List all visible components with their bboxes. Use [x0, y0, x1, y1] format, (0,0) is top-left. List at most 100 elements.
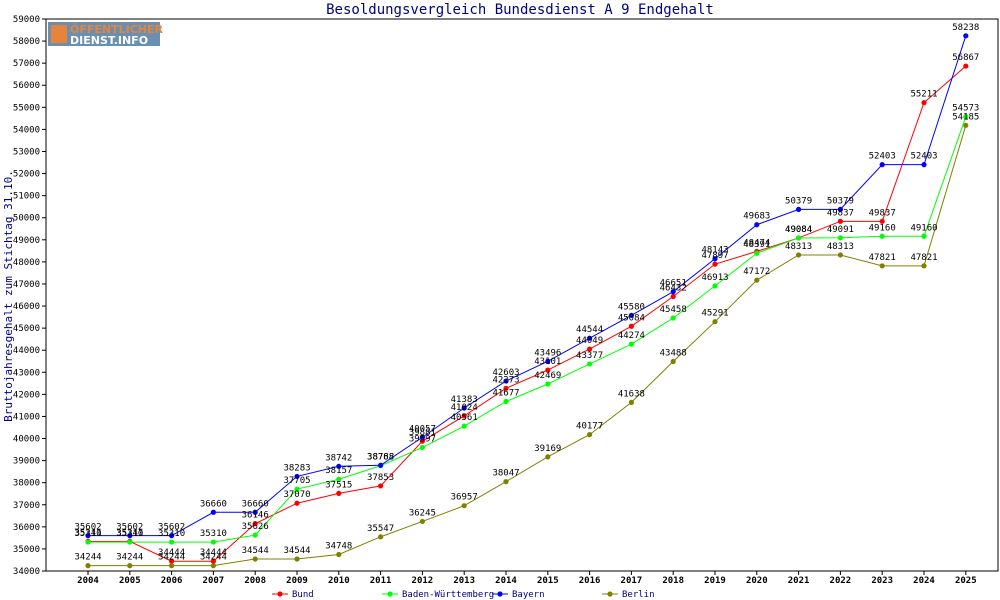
site-logo: ÖFFENTLICHER DIENST.INFO — [48, 22, 163, 47]
data-point — [294, 486, 300, 492]
data-point — [378, 483, 384, 489]
data-label: 56867 — [952, 53, 979, 63]
data-point — [670, 358, 676, 365]
data-point — [85, 533, 91, 539]
data-point — [169, 563, 175, 569]
data-label: 48474 — [743, 238, 770, 248]
data-point — [419, 438, 425, 444]
data-label: 36245 — [409, 508, 436, 518]
y-tick-label: 48000 — [13, 258, 40, 268]
data-label: 44274 — [618, 331, 645, 341]
data-point — [461, 413, 467, 419]
data-label: 47897 — [701, 251, 728, 261]
legend-label: Bayern — [512, 590, 545, 600]
data-point — [712, 283, 718, 289]
data-point — [461, 405, 467, 411]
data-label: 34444 — [158, 548, 185, 558]
data-label: 49084 — [785, 225, 812, 235]
data-label: 47172 — [743, 267, 770, 277]
data-label: 49683 — [743, 212, 770, 222]
data-point — [670, 315, 676, 321]
data-point — [796, 206, 802, 212]
data-label: 34748 — [325, 541, 352, 551]
data-point — [252, 532, 258, 538]
data-point — [879, 263, 885, 269]
data-label: 34544 — [283, 546, 310, 556]
y-tick-label: 47000 — [13, 280, 40, 290]
data-point — [336, 476, 342, 482]
data-point — [587, 346, 593, 352]
data-label: 50379 — [827, 196, 854, 206]
data-label: 58238 — [952, 23, 979, 33]
data-label: 48313 — [785, 242, 812, 252]
data-point — [378, 534, 384, 540]
x-tick-label: 2009 — [286, 576, 308, 586]
data-point — [545, 358, 551, 364]
data-label: 42603 — [492, 368, 519, 378]
y-tick-label: 41000 — [13, 412, 40, 422]
x-tick-label: 2021 — [788, 576, 810, 586]
data-label: 46432 — [660, 284, 687, 294]
y-tick-label: 53000 — [13, 147, 40, 157]
data-point — [169, 558, 175, 564]
x-tick-label: 2005 — [119, 576, 141, 586]
data-label: 39597 — [409, 434, 436, 444]
data-label: 42273 — [492, 375, 519, 385]
data-label: 43377 — [576, 351, 603, 361]
data-label: 37853 — [367, 473, 394, 483]
x-tick-label: 2010 — [328, 576, 350, 586]
data-point — [210, 509, 216, 515]
data-label: 34244 — [158, 553, 185, 563]
logo-mark — [51, 25, 67, 43]
data-label: 52403 — [910, 152, 937, 162]
data-label: 45458 — [660, 305, 687, 315]
data-label: 35547 — [367, 524, 394, 534]
data-label: 35310 — [116, 529, 143, 539]
data-label: 35626 — [242, 522, 269, 532]
x-tick-label: 2013 — [453, 576, 475, 586]
data-label: 35341 — [116, 528, 143, 538]
data-point — [169, 539, 175, 545]
data-point — [837, 218, 844, 224]
data-label: 35310 — [200, 529, 227, 539]
data-point — [628, 399, 635, 405]
data-point — [628, 312, 635, 318]
data-point — [127, 539, 133, 545]
data-point — [127, 533, 133, 539]
legend-label: Bund — [292, 590, 314, 600]
y-tick-label: 38000 — [13, 479, 40, 489]
data-label: 38788 — [367, 452, 394, 462]
y-tick-label: 59000 — [13, 15, 40, 25]
data-label: 41383 — [451, 395, 478, 405]
data-label: 43101 — [534, 357, 561, 367]
data-label: 39881 — [409, 428, 436, 438]
data-label: 34244 — [74, 553, 101, 563]
y-tick-label: 57000 — [13, 59, 40, 69]
data-point — [670, 293, 676, 300]
x-tick-label: 2022 — [830, 576, 852, 586]
data-label: 44544 — [576, 325, 603, 335]
data-label: 45291 — [701, 309, 728, 319]
data-label: 36146 — [242, 511, 269, 521]
legend-label: Baden-Württemberg — [402, 590, 494, 600]
data-point — [963, 122, 969, 128]
data-point — [294, 556, 300, 562]
y-tick-label: 45000 — [13, 324, 40, 334]
data-label: 38047 — [492, 469, 519, 479]
data-point — [837, 252, 844, 258]
data-label: 34244 — [200, 553, 227, 563]
y-tick-label: 39000 — [13, 457, 40, 467]
data-point — [545, 454, 551, 460]
data-label: 43496 — [534, 348, 561, 358]
data-point — [461, 503, 467, 509]
data-point — [587, 432, 593, 438]
data-point — [336, 463, 342, 469]
logo-line1: ÖFFENTLICHER — [70, 22, 163, 36]
data-point — [879, 233, 885, 239]
data-label: 48313 — [827, 242, 854, 252]
data-point — [252, 509, 258, 515]
y-tick-label: 36000 — [13, 523, 40, 533]
data-label: 35602 — [74, 523, 101, 533]
data-point — [252, 556, 258, 562]
data-point — [378, 462, 384, 468]
